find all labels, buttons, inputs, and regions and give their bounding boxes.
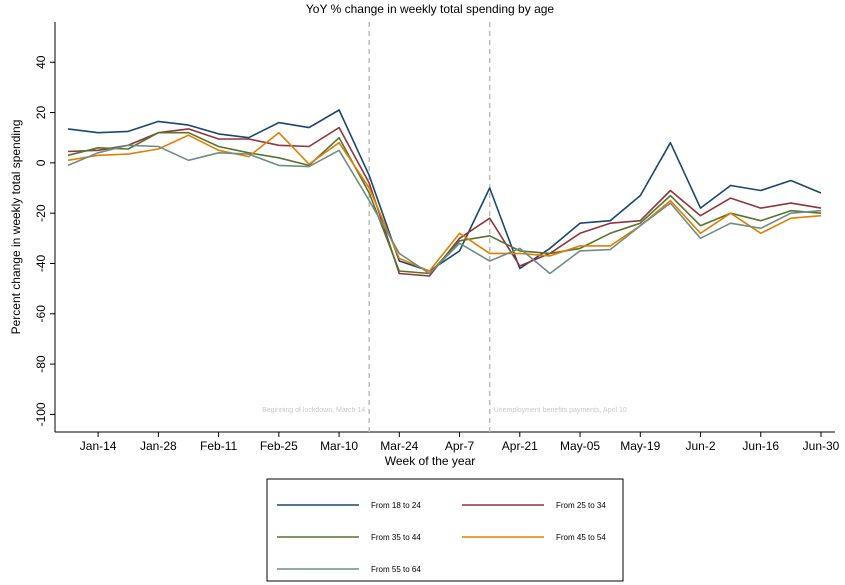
legend-label: From 18 to 24 xyxy=(371,501,421,510)
x-tick-label: Mar-24 xyxy=(380,439,418,453)
y-tick-label: 40 xyxy=(34,55,48,69)
legend-box xyxy=(266,478,624,582)
legend-label: From 25 to 34 xyxy=(556,501,606,510)
y-tick-label: 0 xyxy=(34,159,48,166)
x-tick-label: Jun-2 xyxy=(686,439,716,453)
x-tick-label: Apr-21 xyxy=(502,439,538,453)
y-tick-label: -100 xyxy=(34,402,48,426)
legend-label: From 45 to 54 xyxy=(556,533,606,542)
y-tick-label: -20 xyxy=(34,204,48,222)
series-line xyxy=(67,144,822,275)
y-tick-label: -80 xyxy=(34,355,48,373)
x-axis-label: Week of the year xyxy=(385,454,476,468)
y-tick-label: -60 xyxy=(34,305,48,323)
series-line xyxy=(67,109,822,272)
x-tick-label: May-05 xyxy=(560,439,600,453)
x-tick-label: Feb-25 xyxy=(260,439,298,453)
x-tick-label: Apr-7 xyxy=(445,439,475,453)
series-line xyxy=(67,131,822,272)
x-tick-label: Jan-14 xyxy=(80,439,117,453)
y-axis-label: Percent change in weekly total spending xyxy=(9,120,23,335)
x-tick-label: Feb-11 xyxy=(200,439,237,453)
y-tick-label: -40 xyxy=(34,254,48,272)
chart-title: YoY % change in weekly total spending by… xyxy=(306,2,555,16)
x-tick-label: Jun-16 xyxy=(742,439,779,453)
annotation: Beginning of lockdown, March 14 xyxy=(262,407,365,414)
x-tick-label: Mar-10 xyxy=(320,439,358,453)
legend-label: From 35 to 44 xyxy=(371,533,421,542)
x-tick-label: Jan-28 xyxy=(140,439,177,453)
x-tick-label: May-19 xyxy=(620,439,660,453)
series-line xyxy=(67,131,822,275)
x-tick-label: Jun-30 xyxy=(803,439,840,453)
y-tick-label: 20 xyxy=(34,106,48,120)
annotation: Unemployment benefits payments, April 10 xyxy=(494,407,627,414)
legend-label: From 55 to 64 xyxy=(371,565,421,574)
